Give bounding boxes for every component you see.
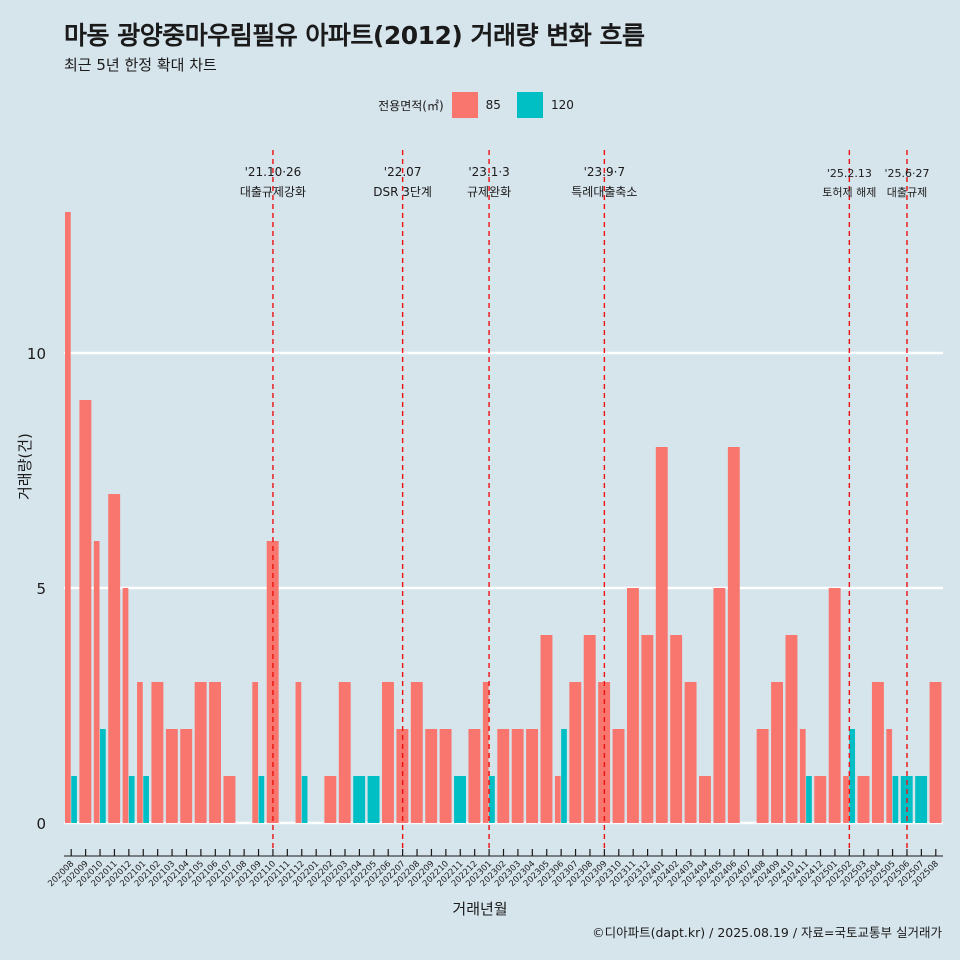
event-label-3: 특례대출축소 [571, 185, 637, 199]
bar-85-202410 [785, 635, 798, 823]
bar-85-202202 [324, 776, 337, 823]
event-label-5: 대출규제 [887, 186, 927, 199]
bar-85-202112 [295, 682, 302, 823]
event-label-4: 토허제 해제 [822, 185, 876, 199]
bar-85-202306 [554, 776, 561, 823]
bar-120-202502 [849, 729, 856, 823]
bar-120-202211 [454, 776, 466, 823]
legend-key-85 [451, 92, 478, 118]
bar-120-202012 [128, 776, 135, 823]
bar-120-202109 [258, 776, 265, 823]
bar-85-202307 [569, 682, 582, 823]
bar-85-202009 [79, 400, 92, 823]
bar-85-202208 [410, 682, 423, 823]
bar-85-202503 [857, 776, 870, 823]
event-date-5: '25.6·27 [884, 167, 929, 180]
bar-85-202402 [670, 635, 683, 823]
bar-85-202311 [626, 588, 639, 823]
bar-85-202409 [771, 682, 783, 823]
event-date-0: '21.10·26 [245, 165, 302, 179]
bar-85-202502 [843, 776, 849, 823]
bar-85-202309 [598, 682, 611, 823]
bar-85-202103 [165, 729, 178, 823]
bar-85-202501 [828, 588, 841, 823]
bar-120-202010 [100, 729, 106, 823]
bar-85-202405 [713, 588, 726, 823]
bar-85-202008 [65, 212, 71, 823]
y-axis-label: 거래량(건) [16, 433, 34, 500]
bar-85-202310 [612, 729, 625, 823]
bar-85-202011 [108, 494, 121, 823]
event-date-1: '22.07 [384, 165, 422, 179]
bar-85-202505 [886, 729, 893, 823]
bar-120-202301 [489, 776, 495, 823]
event-label-0: 대출규제강화 [240, 185, 306, 199]
bar-85-202102 [151, 682, 164, 823]
chart-subtitle: 최근 5년 한정 확대 차트 [64, 56, 217, 74]
bar-120-202205 [367, 776, 380, 823]
y-tick-label: 0 [36, 815, 46, 833]
bar-120-202204 [353, 776, 366, 823]
bar-85-202109 [252, 682, 259, 823]
bar-85-202504 [871, 682, 884, 823]
bar-85-202212 [468, 729, 481, 823]
bar-85-202308 [583, 635, 596, 823]
legend-key-120 [516, 92, 543, 118]
bar-120-202507 [915, 776, 928, 823]
bar-85-202302 [497, 729, 510, 823]
legend-label-120: 120 [550, 98, 574, 112]
bar-85-202406 [727, 447, 740, 823]
bar-120-202411 [806, 776, 812, 823]
bar-85-202303 [511, 729, 524, 823]
bar-85-202401 [655, 447, 668, 823]
bar-85-202305 [540, 635, 553, 823]
bar-120-202112 [301, 776, 308, 823]
bar-85-202010 [93, 541, 100, 823]
legend-title: 전용면적(㎡) [378, 98, 444, 113]
event-date-3: '23.9·7 [584, 165, 625, 179]
bar-85-202101 [137, 682, 143, 823]
bar-85-202301 [482, 682, 489, 823]
bar-85-202304 [526, 729, 539, 823]
bar-85-202210 [439, 729, 452, 823]
bar-85-202012 [122, 588, 129, 823]
bar-85-202408 [756, 729, 769, 823]
legend-label-85: 85 [485, 98, 501, 112]
bar-85-202203 [338, 682, 351, 823]
source-caption: ©디아파트(dapt.kr) / 2025.08.19 / 자료=국토교통부 실… [592, 925, 942, 940]
event-label-2: 규제완화 [467, 185, 511, 199]
bar-85-202508 [929, 682, 942, 823]
bar-85-202107 [223, 776, 236, 823]
bar-85-202403 [684, 682, 697, 823]
bar-85-202412 [814, 776, 827, 823]
event-label-1: DSR 3단계 [373, 185, 432, 199]
bar-85-202104 [180, 729, 193, 823]
bar-120-202101 [143, 776, 149, 823]
bar-120-202306 [561, 729, 567, 823]
x-axis-label: 거래년월 [452, 900, 508, 918]
y-tick-label: 10 [27, 345, 46, 363]
bar-85-202106 [209, 682, 222, 823]
bar-85-202209 [425, 729, 438, 823]
legend: 전용면적(㎡) 85 120 [0, 92, 960, 118]
chart-title: 마동 광양중마우림필유 아파트(2012) 거래량 변화 흐름 [64, 21, 645, 50]
bar-85-202411 [799, 729, 806, 823]
bar-85-202206 [382, 682, 394, 823]
bar-85-202404 [699, 776, 711, 823]
bar-85-202105 [194, 682, 207, 823]
bar-85-202312 [641, 635, 654, 823]
event-date-2: '23.1·3 [468, 165, 509, 179]
event-date-4: '25.2.13 [827, 167, 872, 180]
bar-120-202505 [892, 776, 899, 823]
bar-120-202008 [71, 776, 77, 823]
y-tick-label: 5 [36, 580, 46, 598]
